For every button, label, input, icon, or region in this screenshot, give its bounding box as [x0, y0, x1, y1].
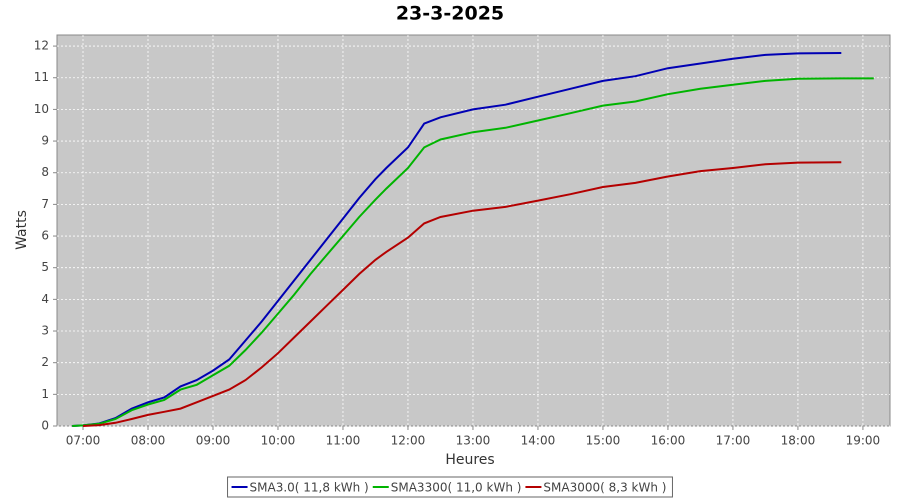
series-line	[72, 77, 874, 427]
x-tick-label: 16:00	[651, 434, 686, 448]
y-tick-label: 4	[41, 292, 49, 306]
y-tick-label: 5	[41, 260, 49, 274]
legend-box	[227, 476, 673, 498]
y-tick-label: 11	[34, 70, 49, 84]
x-tick-label: 08:00	[131, 434, 166, 448]
x-tick-label: 15:00	[586, 434, 621, 448]
y-tick-label: 9	[41, 134, 49, 148]
legend: SMA3.0( 11,8 kWh ) SMA3300( 11,0 kWh ) SMA…	[227, 476, 673, 498]
x-tick-label: 09:00	[196, 434, 231, 448]
plot-area	[56, 34, 891, 427]
x-tick-label: 07:00	[66, 434, 101, 448]
series-line	[72, 52, 842, 427]
legend-label: SMA3300( 11,0 kWh )	[391, 481, 522, 495]
y-tick-label: 2	[41, 355, 49, 369]
chart-title: 23-3-2025	[396, 3, 504, 25]
y-tick-label: 10	[34, 102, 49, 116]
x-tick-label: 13:00	[456, 434, 491, 448]
y-tick-label: 0	[41, 419, 49, 433]
x-tick-label: 18:00	[781, 434, 816, 448]
y-axis-label: Watts	[14, 210, 30, 250]
x-tick-label: 17:00	[716, 434, 751, 448]
legend-label: SMA3.0( 11,8 kWh )	[250, 481, 369, 495]
series-line	[82, 161, 842, 427]
y-tick-label: 8	[41, 165, 49, 179]
y-tick-label: 3	[41, 324, 49, 338]
x-tick-label: 10:00	[261, 434, 296, 448]
x-tick-label: 11:00	[326, 434, 361, 448]
x-tick-label: 12:00	[391, 434, 426, 448]
y-tick-label: 6	[41, 229, 49, 243]
legend-label: SMA3000( 8,3 kWh )	[543, 481, 666, 495]
y-tick-label: 12	[34, 39, 49, 53]
y-tick-label: 1	[41, 387, 49, 401]
x-tick-label: 19:00	[846, 434, 881, 448]
x-tick-label: 14:00	[521, 434, 556, 448]
x-axis-label: Heures	[445, 452, 494, 468]
y-tick-label: 7	[41, 197, 49, 211]
